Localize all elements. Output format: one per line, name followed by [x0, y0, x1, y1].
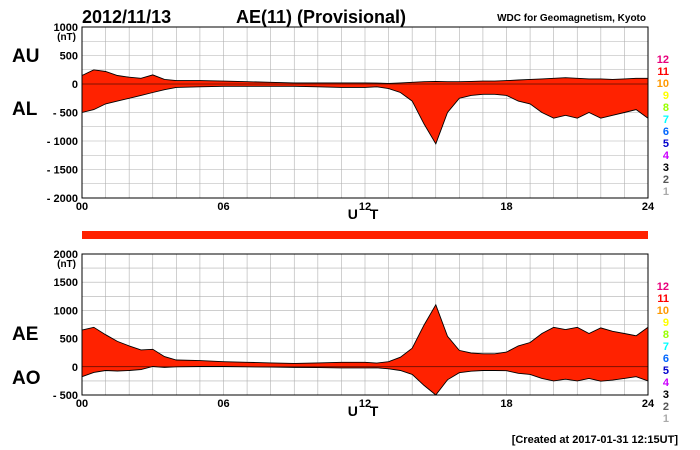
y-tick-label: 2000: [54, 249, 78, 261]
station-number: 7: [663, 341, 669, 353]
y-tick-label: 500: [60, 51, 78, 63]
y-tick-label: - 2000: [47, 193, 78, 205]
y-tick-label: 1000: [54, 22, 78, 34]
unit-label: (nT): [57, 259, 76, 270]
station-number: 1: [663, 413, 669, 425]
x-tick-label: 06: [217, 398, 229, 410]
y-tick-label: 0: [72, 362, 78, 374]
station-number: 3: [663, 162, 669, 174]
side-label-ao: AO: [12, 368, 41, 389]
x-tick-label: 00: [76, 398, 88, 410]
created-stamp: [Created at 2017-01-31 12:15UT]: [512, 434, 679, 446]
plot-frame: [81, 26, 649, 199]
panel-ae-ao: 2000 1500 1000 500 0 - 500 (nT) 00 06 12 18 24 U T AE…: [12, 249, 655, 419]
y-tick-label: - 1500: [47, 165, 78, 177]
source-label: WDC for Geomagnetism, Kyoto: [497, 13, 646, 24]
date-label: 2012/11/13: [82, 7, 171, 27]
x-tick-label: 24: [642, 201, 655, 213]
side-label-al: AL: [12, 99, 38, 120]
x-tick-label: 00: [76, 201, 88, 213]
series-line-al: [81, 85, 649, 145]
y-tick-label: 0: [72, 79, 78, 91]
separator-band: [82, 231, 648, 239]
y-tick-label: - 500: [53, 108, 78, 120]
data-area-fill: [82, 69, 648, 144]
station-number: 8: [663, 102, 669, 114]
station-number: 9: [663, 90, 669, 102]
panel-au-al: 1000 500 0 - 500 - 1000 - 1500 - 2000 (nT) 00 06 1…: [12, 22, 655, 222]
series-line-ao: [81, 366, 649, 396]
station-number: 6: [663, 353, 669, 365]
chart-title: AE(11) (Provisional): [236, 7, 406, 27]
station-number: 9: [663, 317, 669, 329]
station-number: 3: [663, 389, 669, 401]
station-number: 5: [663, 138, 669, 150]
x-tick-label: 06: [217, 201, 229, 213]
station-number: 7: [663, 114, 669, 126]
station-number: 4: [663, 377, 670, 389]
y-tick-label: 1500: [54, 277, 78, 289]
x-tick-label: 12: [359, 201, 371, 213]
station-number: 8: [663, 329, 669, 341]
side-label-au: AU: [12, 46, 39, 67]
station-number: 10: [657, 78, 669, 90]
y-tick-label: 1000: [54, 305, 78, 317]
y-tick-label: 500: [60, 334, 78, 346]
unit-label: (nT): [57, 32, 76, 43]
x-axis-label: U T: [348, 206, 383, 222]
plot-frame: [81, 253, 649, 396]
data-area-fill: [82, 304, 648, 395]
station-number: 1: [663, 186, 669, 198]
y-tick-label: - 1000: [47, 136, 78, 148]
station-number: 11: [657, 293, 669, 305]
x-tick-label: 18: [500, 201, 512, 213]
series-line-au: [81, 69, 648, 84]
y-tick-label: - 500: [53, 390, 78, 402]
station-number: 10: [657, 305, 669, 317]
station-number: 6: [663, 126, 669, 138]
station-number: 12: [657, 281, 669, 293]
side-label-ae: AE: [12, 324, 38, 345]
x-axis-label: U T: [348, 403, 383, 419]
x-tick-label: 24: [642, 398, 655, 410]
x-tick-label: 18: [500, 398, 512, 410]
station-number: 12: [657, 54, 669, 66]
station-number: 2: [663, 401, 669, 413]
station-number: 2: [663, 174, 669, 186]
x-tick-label: 12: [359, 398, 371, 410]
series-line-ae: [81, 303, 649, 364]
station-number: 4: [663, 150, 670, 162]
station-number: 11: [657, 66, 669, 78]
station-number: 5: [663, 365, 669, 377]
